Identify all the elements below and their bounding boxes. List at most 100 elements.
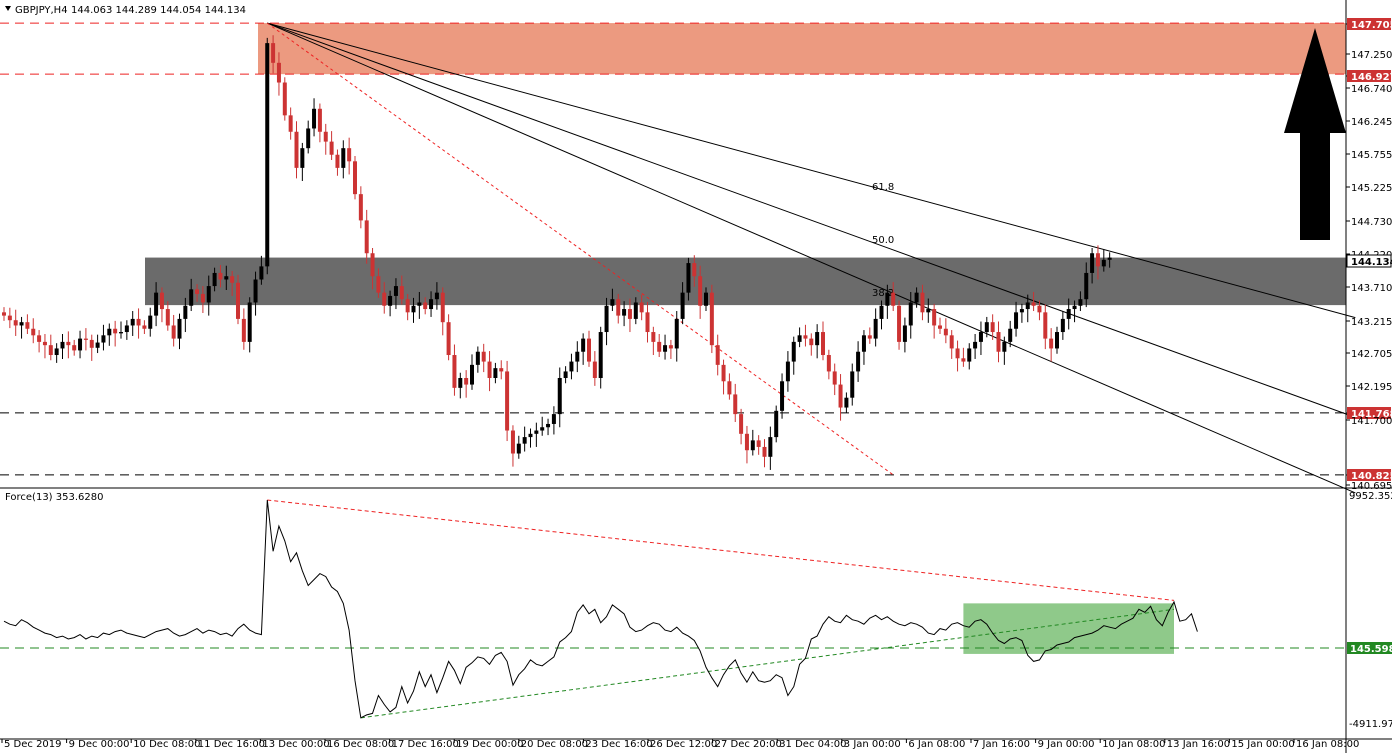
candle-body bbox=[984, 322, 989, 333]
time-label: 13 Dec 00:00 bbox=[262, 739, 329, 750]
candle-body bbox=[627, 309, 632, 319]
fib-fan-line bbox=[267, 22, 1356, 418]
candle-body bbox=[598, 332, 603, 378]
candle-body bbox=[978, 332, 983, 342]
candle-body bbox=[557, 377, 562, 415]
candle-body bbox=[528, 433, 533, 438]
candle-body bbox=[546, 423, 551, 428]
price-tag-bg bbox=[1347, 469, 1391, 481]
candle-body bbox=[785, 361, 790, 382]
candle-body bbox=[19, 322, 24, 326]
time-label: 5 Dec 2019 bbox=[4, 739, 62, 750]
candle-body bbox=[13, 320, 18, 326]
price-tag: 141.768 bbox=[1351, 409, 1392, 420]
support-zone bbox=[145, 257, 1346, 306]
candle-body bbox=[692, 263, 697, 277]
price-tag: 140.825 bbox=[1351, 471, 1392, 482]
candle-body bbox=[856, 351, 861, 372]
candle-body bbox=[1060, 318, 1065, 333]
candle-body bbox=[113, 328, 118, 334]
candle-body bbox=[1095, 253, 1100, 267]
time-label: 3 Jan 00:00 bbox=[844, 739, 901, 750]
candle-body bbox=[329, 141, 334, 155]
force-indicator bbox=[0, 499, 1346, 719]
candle-body bbox=[107, 328, 112, 336]
candle-body bbox=[1043, 312, 1048, 339]
time-label: 11 Dec 16:00 bbox=[198, 739, 265, 750]
candle-body bbox=[300, 148, 305, 168]
candle-body bbox=[493, 368, 498, 378]
candle-body bbox=[920, 292, 925, 313]
candle-body bbox=[1107, 257, 1112, 260]
candle-body bbox=[551, 414, 556, 424]
resistance-zone bbox=[258, 23, 1346, 75]
candle-body bbox=[844, 397, 849, 408]
candle-body bbox=[838, 384, 843, 408]
time-label: 23 Dec 16:00 bbox=[585, 739, 652, 750]
candle-body bbox=[540, 427, 545, 431]
candle-body bbox=[510, 430, 515, 454]
candle-body bbox=[470, 364, 474, 385]
candle-body bbox=[101, 335, 106, 343]
candle-body bbox=[399, 286, 404, 300]
candle-body bbox=[341, 148, 346, 168]
candle-body bbox=[780, 381, 785, 411]
candle-body bbox=[499, 368, 504, 372]
candle-body bbox=[189, 289, 194, 306]
candle-body bbox=[1019, 309, 1024, 313]
candle-body bbox=[774, 410, 779, 438]
candle-body bbox=[639, 302, 644, 313]
candle-body bbox=[739, 414, 744, 434]
candle-body bbox=[1025, 302, 1030, 310]
candle-body bbox=[177, 318, 182, 339]
candle-body bbox=[464, 377, 469, 385]
candle-body bbox=[288, 115, 293, 132]
candle-body bbox=[1014, 312, 1019, 329]
candle-body bbox=[423, 302, 428, 310]
candle-body bbox=[183, 305, 188, 319]
candle-body bbox=[440, 292, 445, 323]
candle-body bbox=[604, 305, 609, 333]
candle-body bbox=[130, 318, 135, 326]
candle-body bbox=[809, 338, 814, 346]
candle-body bbox=[610, 299, 615, 306]
candle-body bbox=[762, 446, 767, 457]
candle-body bbox=[569, 361, 574, 372]
price-tick-label: 145.755 bbox=[1351, 150, 1392, 161]
candle-body bbox=[908, 302, 913, 326]
candle-body bbox=[48, 345, 53, 356]
candle-body bbox=[159, 292, 164, 310]
candle-body bbox=[42, 341, 47, 346]
candle-body bbox=[312, 108, 317, 129]
fib-fan-line bbox=[267, 22, 1356, 494]
candle-body bbox=[282, 82, 287, 116]
indicator-label: Force(13) 353.6280 bbox=[5, 492, 103, 503]
candle-body bbox=[791, 341, 796, 362]
candle-body bbox=[651, 332, 656, 342]
candle-body bbox=[317, 108, 322, 132]
collapse-triangle-icon[interactable] bbox=[5, 6, 11, 11]
candle-body bbox=[7, 315, 12, 321]
candle-body bbox=[142, 325, 147, 329]
candle-body bbox=[206, 286, 211, 303]
price-tag-bg bbox=[1347, 407, 1391, 419]
price-tick-label: 143.215 bbox=[1351, 317, 1392, 328]
candle-body bbox=[136, 318, 141, 326]
price-tag: 147.705 bbox=[1351, 20, 1392, 31]
candle-body bbox=[212, 272, 217, 287]
candle-body bbox=[861, 335, 866, 352]
candle-body bbox=[534, 430, 539, 434]
candle-body bbox=[932, 309, 937, 326]
candle-body bbox=[276, 62, 281, 83]
candle-body bbox=[1066, 309, 1071, 319]
candle-body bbox=[657, 341, 662, 352]
candle-body bbox=[668, 345, 673, 349]
fib-fan-line bbox=[267, 22, 1356, 319]
candle-body bbox=[78, 338, 83, 351]
candle-body bbox=[335, 154, 340, 168]
candle-body bbox=[37, 335, 42, 342]
candle-body bbox=[475, 351, 480, 365]
candle-body bbox=[902, 325, 907, 342]
